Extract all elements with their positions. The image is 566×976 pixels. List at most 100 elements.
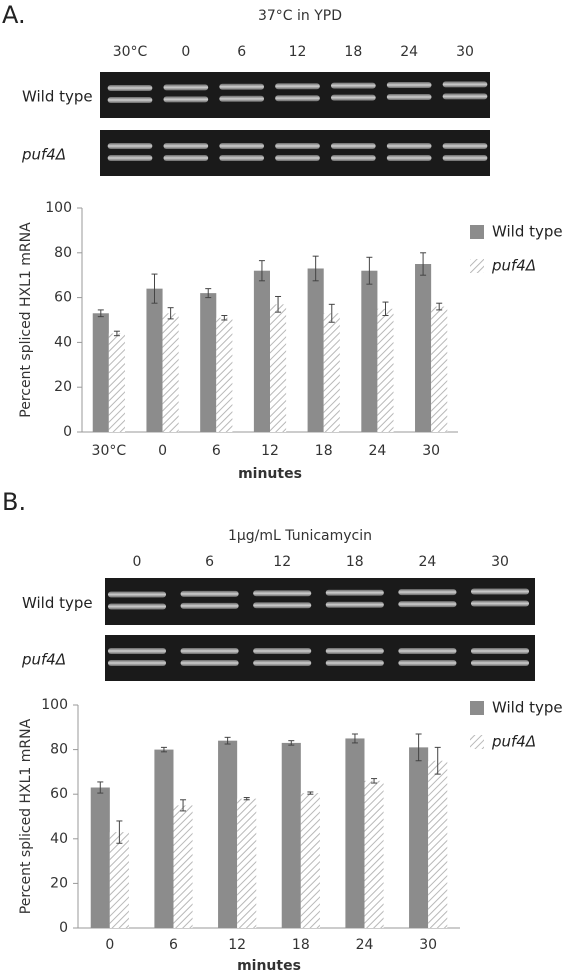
panel-title: 1μg/mL Tunicamycin <box>228 528 372 544</box>
error-bar <box>160 746 167 753</box>
y-tick-label: 20 <box>54 379 72 395</box>
gel-band <box>275 83 320 90</box>
gel-image <box>100 72 490 118</box>
gel-band <box>107 648 167 654</box>
gel-band <box>219 83 264 90</box>
gel-band <box>442 93 488 100</box>
gel-band <box>163 84 209 91</box>
bar <box>428 760 448 928</box>
bar <box>364 780 384 928</box>
gel-lane-label: 12 <box>273 554 291 570</box>
gel-lane-label: 24 <box>400 44 418 60</box>
gel-band <box>470 600 530 607</box>
gel-band <box>386 94 432 100</box>
gel-lane-label: 30°C <box>113 44 148 60</box>
gel-band <box>442 81 488 88</box>
error-bar <box>307 791 314 795</box>
y-axis-label: Percent spliced HXL1 mRNA <box>18 222 34 418</box>
error-bar <box>167 307 174 320</box>
legend-label: puf4Δ <box>491 733 536 751</box>
gel-band <box>163 155 209 161</box>
gel-band <box>398 601 457 608</box>
x-tick-label: 6 <box>212 443 221 459</box>
gel-band <box>331 155 376 161</box>
bar <box>173 805 193 928</box>
error-bar <box>205 288 212 299</box>
error-bar <box>180 799 187 812</box>
bar <box>108 333 125 432</box>
x-tick-label: 18 <box>292 937 310 953</box>
gel-band <box>107 85 153 91</box>
legend-label: Wild type <box>492 223 563 241</box>
bar <box>281 742 301 928</box>
bar <box>409 747 429 928</box>
error-bar <box>434 746 441 775</box>
error-bar <box>288 740 295 746</box>
gel-band <box>107 591 167 598</box>
gel-band <box>325 601 384 608</box>
gel-band <box>163 96 209 103</box>
error-bar <box>382 301 389 317</box>
bar <box>431 306 448 432</box>
bar <box>300 793 320 928</box>
bar <box>237 798 257 928</box>
gel-band <box>442 155 488 161</box>
gel-band <box>219 95 264 102</box>
gel-band <box>331 82 376 89</box>
bar <box>415 264 432 432</box>
gel-band <box>180 590 239 597</box>
x-tick-label: 12 <box>228 937 246 953</box>
error-bar <box>151 273 158 304</box>
gel-band <box>386 82 432 88</box>
x-tick-label: 24 <box>369 443 387 459</box>
gel-band <box>275 155 320 161</box>
y-tick-label: 100 <box>45 200 72 216</box>
gel-band <box>325 648 384 654</box>
panel-label: B. <box>2 488 26 516</box>
gel-band <box>180 602 239 609</box>
gel-band <box>470 660 530 666</box>
legend-swatch <box>470 225 484 239</box>
bar <box>200 293 217 432</box>
gel-band <box>470 588 530 595</box>
bar <box>146 288 163 432</box>
gel-row-label: Wild type <box>22 594 93 612</box>
bar <box>270 304 287 432</box>
error-bar <box>97 309 104 318</box>
error-bar <box>351 733 358 744</box>
gel-band <box>219 155 264 161</box>
y-tick-label: 60 <box>50 786 68 802</box>
y-tick-label: 60 <box>54 290 72 306</box>
gel-row-label: puf4Δ <box>21 146 66 164</box>
y-tick-label: 40 <box>50 831 68 847</box>
x-axis-label: minutes <box>238 466 302 482</box>
gel-band <box>331 94 376 101</box>
gel-band <box>180 660 239 666</box>
gel-image <box>100 130 490 176</box>
error-bar <box>224 736 231 745</box>
gel-lane-label: 24 <box>418 554 436 570</box>
y-tick-label: 80 <box>54 245 72 261</box>
gel-band <box>107 155 153 161</box>
x-tick-label: 30 <box>422 443 440 459</box>
gel-band <box>398 589 457 596</box>
gel-band <box>253 590 312 597</box>
x-tick-label: 24 <box>356 937 374 953</box>
y-tick-label: 20 <box>50 875 68 891</box>
x-tick-label: 0 <box>105 937 114 953</box>
bar <box>377 308 394 432</box>
gel-band <box>275 95 320 102</box>
gel-band <box>386 143 432 149</box>
gel-band <box>398 660 457 666</box>
error-bar <box>436 302 443 311</box>
gel-lane-label: 30 <box>456 44 474 60</box>
bar <box>323 313 340 432</box>
error-bar <box>258 260 265 282</box>
legend-label: puf4Δ <box>491 257 536 275</box>
legend-swatch <box>470 701 484 715</box>
bar <box>109 832 129 928</box>
gel-band <box>331 143 376 149</box>
gel-image <box>105 635 535 681</box>
x-tick-label: 30°C <box>92 443 127 459</box>
